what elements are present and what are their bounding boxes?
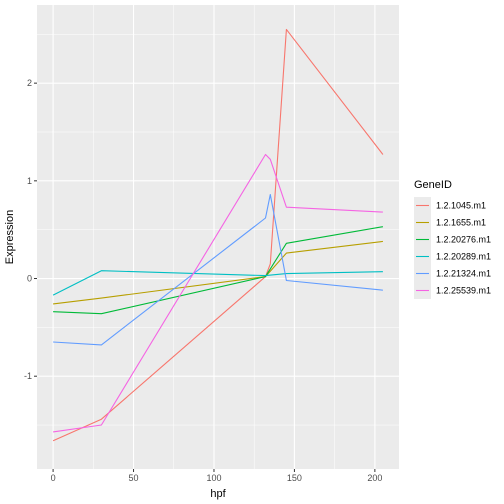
y-tick-label: 0	[27, 274, 32, 284]
legend: GeneID 1.2.1045.m1 1.2.1655.m1 1.2.20276.m…	[414, 179, 491, 299]
x-axis-title: hpf	[210, 488, 226, 500]
legend-label: 1.2.21324.m1	[436, 269, 491, 279]
x-tick-label: 150	[287, 473, 302, 483]
series-lines	[52, 28, 384, 442]
series-line-1.2.20276.m1	[53, 226, 383, 315]
x-axis: 0 50 100 150 200	[51, 469, 382, 483]
y-axis-title: Expression	[4, 210, 16, 264]
series-line-1.2.25539.m1	[53, 153, 383, 433]
y-tick-label: 2	[27, 78, 32, 88]
legend-label: 1.2.1655.m1	[436, 218, 486, 228]
legend-label: 1.2.20276.m1	[436, 235, 491, 245]
series-line-1.2.21324.m1	[53, 193, 383, 346]
legend-label: 1.2.20289.m1	[436, 252, 491, 262]
series-line-1.2.1045.m1	[52, 28, 384, 442]
x-tick-label: 200	[367, 473, 382, 483]
x-tick-label: 100	[206, 473, 221, 483]
x-tick-label: 0	[51, 473, 56, 483]
plot-panel	[37, 5, 399, 469]
y-tick-label: -1	[24, 371, 32, 381]
legend-keys: 1.2.1045.m1 1.2.1655.m1 1.2.20276.m1 1.2.20…	[414, 197, 491, 299]
minor-gridlines	[37, 5, 399, 469]
y-axis: -1 0 1 2	[24, 78, 37, 381]
major-gridlines	[37, 5, 399, 469]
y-tick-label: 1	[27, 176, 32, 186]
legend-title: GeneID	[414, 179, 452, 191]
legend-label: 1.2.25539.m1	[436, 286, 491, 296]
x-tick-label: 50	[129, 473, 139, 483]
legend-label: 1.2.1045.m1	[436, 201, 486, 211]
series-line-1.2.20289.m1	[52, 270, 383, 296]
